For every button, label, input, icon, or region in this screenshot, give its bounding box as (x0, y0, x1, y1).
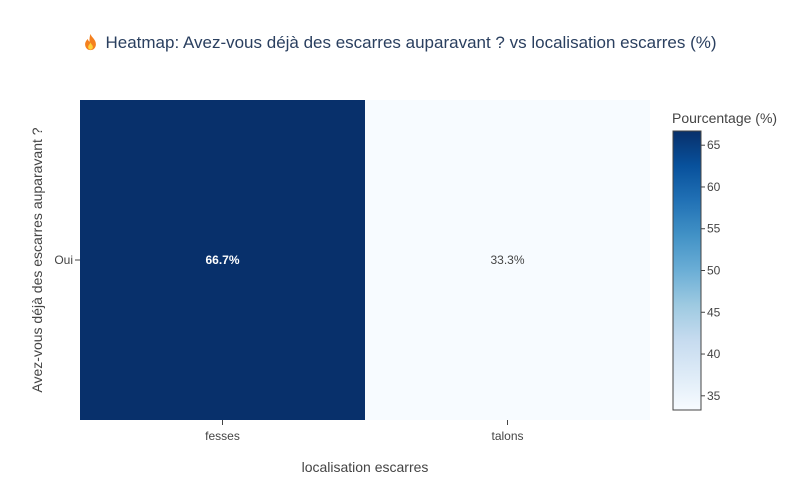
colorbar-tick-label: 50 (707, 264, 721, 278)
chart-title-row: Heatmap: Avez-vous déjà des escarres aup… (0, 33, 800, 53)
colorbar: Pourcentage (%) 35 40 45 50 55 60 65 (672, 110, 777, 411)
heatmap-cell (80, 100, 365, 420)
colorbar-scale (672, 130, 702, 411)
y-axis-title: Avez-vous déjà des escarres auparavant ? (29, 127, 45, 392)
heatmap-cell-label: 33.3% (490, 253, 524, 267)
x-tick-label: fesses (205, 429, 240, 443)
heatmap-cell-labels: 66.7% 33.3% (205, 253, 524, 267)
x-axis-ticks: fesses talons (205, 420, 524, 443)
heatmap-cells (80, 100, 650, 420)
colorbar-tick-label: 60 (707, 180, 721, 194)
colorbar-tick-label: 65 (707, 138, 721, 152)
colorbar-ticks: 35 40 45 50 55 60 65 (701, 138, 721, 403)
fire-icon (85, 33, 97, 51)
x-tick-label: talons (491, 429, 523, 443)
colorbar-tick-label: 45 (707, 305, 721, 319)
colorbar-title: Pourcentage (%) (672, 110, 777, 126)
y-axis-ticks: Oui (54, 253, 80, 267)
colorbar-tick-label: 55 (707, 222, 721, 236)
y-tick-label: Oui (54, 253, 73, 267)
x-axis-title: localisation escarres (302, 459, 429, 475)
heatmap-cell-label: 66.7% (205, 253, 239, 267)
colorbar-tick-label: 40 (707, 347, 721, 361)
heatmap-cell (365, 100, 650, 420)
chart-title: Heatmap: Avez-vous déjà des escarres aup… (105, 33, 717, 52)
colorbar-tick-label: 35 (707, 389, 721, 403)
